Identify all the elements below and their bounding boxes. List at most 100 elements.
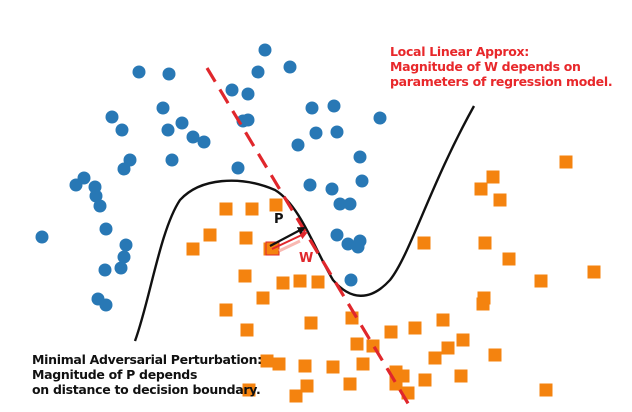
orange-data-point (304, 316, 318, 330)
blue-data-point (132, 65, 146, 79)
blue-data-point (89, 189, 103, 203)
orange-data-point (238, 269, 252, 283)
orange-data-point (203, 228, 217, 242)
blue-data-point (98, 263, 112, 277)
blue-data-point (93, 199, 107, 213)
blue-data-point (99, 298, 113, 312)
w-vector-arrow (271, 231, 308, 250)
blue-data-point (333, 197, 347, 211)
local-linear-approx-note: Local Linear Approx: Magnitude of W depe… (390, 44, 613, 89)
blue-data-point (186, 130, 200, 144)
orange-data-point (474, 182, 488, 196)
orange-data-point (559, 155, 573, 169)
orange-data-point (384, 325, 398, 339)
note-line: Magnitude of P depends (32, 367, 198, 382)
blue-data-point (114, 261, 128, 275)
blue-data-point (351, 240, 365, 254)
blue-data-point (156, 101, 170, 115)
blue-data-point (35, 230, 49, 244)
orange-data-point (441, 341, 455, 355)
blue-data-point (165, 153, 179, 167)
orange-data-point (343, 377, 357, 391)
blue-data-point (373, 111, 387, 125)
orange-data-point (240, 323, 254, 337)
note-line: on distance to decision boundary. (32, 382, 261, 397)
orange-data-point (293, 274, 307, 288)
note-line: parameters of regression model. (390, 74, 613, 89)
blue-data-point (162, 67, 176, 81)
blue-data-point (99, 222, 113, 236)
blue-data-point (105, 110, 119, 124)
orange-data-point (493, 193, 507, 207)
blue-data-point (330, 228, 344, 242)
blue-data-point (327, 99, 341, 113)
orange-data-point (186, 242, 200, 256)
blue-data-point (225, 83, 239, 97)
orange-data-point (219, 202, 233, 216)
orange-data-point (418, 373, 432, 387)
orange-data-point (476, 297, 490, 311)
note-line: Minimal Adversarial Perturbation: (32, 352, 262, 367)
blue-data-point (341, 237, 355, 251)
blue-data-point (161, 123, 175, 137)
orange-data-point (488, 348, 502, 362)
orange-data-point (389, 377, 403, 391)
blue-data-point (283, 60, 297, 74)
orange-data-point (502, 252, 516, 266)
blue-data-point (117, 250, 131, 264)
blue-data-point (69, 178, 83, 192)
p-vector-label: P (274, 212, 284, 227)
orange-data-point (239, 231, 253, 245)
orange-data-point (454, 369, 468, 383)
orange-data-point (269, 198, 283, 212)
orange-data-point (260, 354, 274, 368)
orange-data-point (486, 170, 500, 184)
orange-class-points (186, 155, 601, 403)
p-vector-arrow (269, 227, 306, 247)
decision-boundary-curve (133, 105, 476, 342)
blue-class-points (35, 43, 387, 312)
orange-data-point (428, 351, 442, 365)
orange-data-point (242, 383, 256, 397)
orange-data-point (272, 357, 286, 371)
blue-data-point (309, 126, 323, 140)
local-linear-approx-line (205, 67, 414, 411)
blue-data-point (117, 162, 131, 176)
orange-data-point (417, 236, 431, 250)
blue-data-point (344, 273, 358, 287)
blue-data-point (115, 123, 129, 137)
blue-data-point (355, 174, 369, 188)
blue-data-point (330, 125, 344, 139)
orange-data-point (276, 276, 290, 290)
blue-data-point (241, 113, 255, 127)
note-line: Magnitude of W depends on (390, 59, 581, 74)
orange-data-point (587, 265, 601, 279)
blue-data-point (197, 135, 211, 149)
blue-data-point (119, 238, 133, 252)
orange-data-point (289, 389, 303, 403)
blue-data-point (251, 65, 265, 79)
orange-data-point (456, 333, 470, 347)
w-vector-label: W (299, 251, 313, 266)
w-vector-hatch (278, 239, 301, 253)
blue-data-point (291, 138, 305, 152)
blue-data-point (241, 87, 255, 101)
orange-data-point (245, 202, 259, 216)
minimal-perturbation-note: Minimal Adversarial Perturbation: Magnit… (32, 352, 262, 397)
orange-data-point (326, 360, 340, 374)
orange-data-point (345, 311, 359, 325)
blue-data-point (303, 178, 317, 192)
blue-data-point (231, 161, 245, 175)
orange-data-point (436, 313, 450, 327)
orange-data-point (311, 275, 325, 289)
orange-data-point (478, 236, 492, 250)
orange-data-point (356, 357, 370, 371)
blue-data-point (258, 43, 272, 57)
orange-data-point (219, 303, 233, 317)
blue-data-point (325, 182, 339, 196)
note-line: Local Linear Approx: (390, 44, 529, 59)
orange-data-point (298, 359, 312, 373)
orange-data-point (300, 379, 314, 393)
blue-data-point (305, 101, 319, 115)
